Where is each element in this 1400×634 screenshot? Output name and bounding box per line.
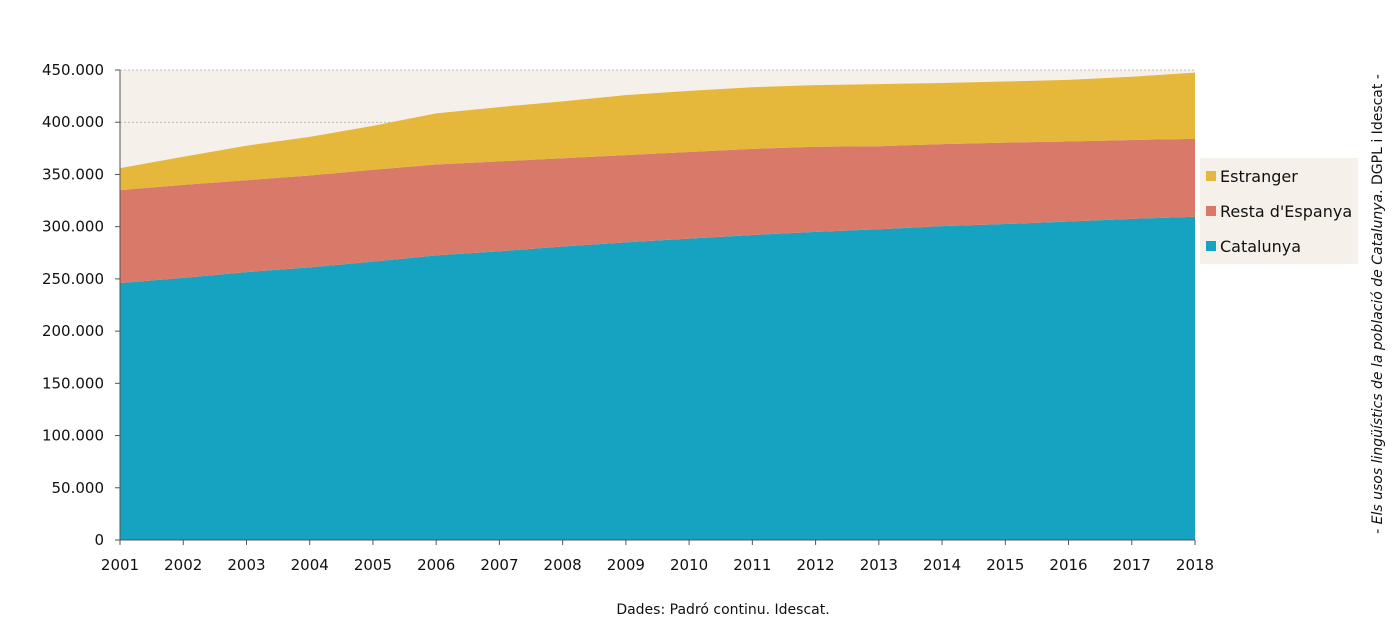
y-axis-ticks: 0 50.000 100.000 150.000 200.000 250.000 300.0… bbox=[42, 61, 120, 549]
legend-label-catalunya: Catalunya bbox=[1220, 237, 1301, 256]
x-tick-label: 2004 bbox=[291, 556, 329, 574]
x-tick-label: 2005 bbox=[354, 556, 392, 574]
x-tick-label: 2008 bbox=[544, 556, 582, 574]
areas bbox=[120, 72, 1195, 541]
y-tick-label: 250.000 bbox=[42, 270, 104, 288]
legend-swatch-catalunya bbox=[1206, 241, 1216, 251]
x-tick-label: 2011 bbox=[733, 556, 771, 574]
y-tick-label: 150.000 bbox=[42, 374, 104, 392]
x-tick-label: 2009 bbox=[607, 556, 645, 574]
source-note: Dades: Padró continu. Idescat. bbox=[616, 602, 829, 618]
x-tick-label: 2003 bbox=[227, 556, 265, 574]
area-catalunya bbox=[120, 216, 1195, 541]
legend-swatch-estranger bbox=[1206, 171, 1216, 181]
y-tick-label: 300.000 bbox=[42, 218, 104, 236]
y-tick-label: 0 bbox=[94, 531, 104, 549]
side-note-title: - Els usos lingüístics de la població de… bbox=[1370, 194, 1386, 534]
x-tick-label: 2006 bbox=[417, 556, 455, 574]
y-tick-label: 350.000 bbox=[42, 165, 104, 183]
y-tick-label: 450.000 bbox=[42, 61, 104, 79]
x-tick-label: 2012 bbox=[796, 556, 834, 574]
legend-swatch-resta-d-espanya bbox=[1206, 206, 1216, 216]
x-tick-label: 2002 bbox=[164, 556, 202, 574]
x-tick-label: 2017 bbox=[1113, 556, 1151, 574]
y-tick-label: 200.000 bbox=[42, 322, 104, 340]
legend-background bbox=[1200, 158, 1358, 264]
legend: Estranger Resta d'Espanya Catalunya bbox=[1200, 158, 1358, 264]
x-tick-label: 2010 bbox=[670, 556, 708, 574]
y-tick-label: 400.000 bbox=[42, 113, 104, 131]
legend-label-resta-d-espanya: Resta d'Espanya bbox=[1220, 202, 1352, 221]
side-note: - Els usos lingüístics de la població de… bbox=[1370, 74, 1386, 534]
x-tick-label: 2007 bbox=[480, 556, 518, 574]
side-note-source: . DGPL i Idescat - bbox=[1370, 74, 1386, 194]
x-tick-label: 2013 bbox=[860, 556, 898, 574]
y-tick-label: 100.000 bbox=[42, 427, 104, 445]
x-axis-ticks: 2001 2002 2003 2004 2005 2006 2007 2008 2009 2010… bbox=[101, 540, 1214, 574]
y-tick-label: 50.000 bbox=[52, 479, 105, 497]
area-resta-d-espanya bbox=[120, 138, 1195, 284]
x-tick-label: 2018 bbox=[1176, 556, 1214, 574]
x-tick-label: 2016 bbox=[1049, 556, 1087, 574]
x-tick-label: 2001 bbox=[101, 556, 139, 574]
legend-label-estranger: Estranger bbox=[1220, 167, 1298, 186]
area-estranger bbox=[120, 72, 1195, 191]
x-tick-label: 2014 bbox=[923, 556, 961, 574]
x-tick-label: 2015 bbox=[986, 556, 1024, 574]
